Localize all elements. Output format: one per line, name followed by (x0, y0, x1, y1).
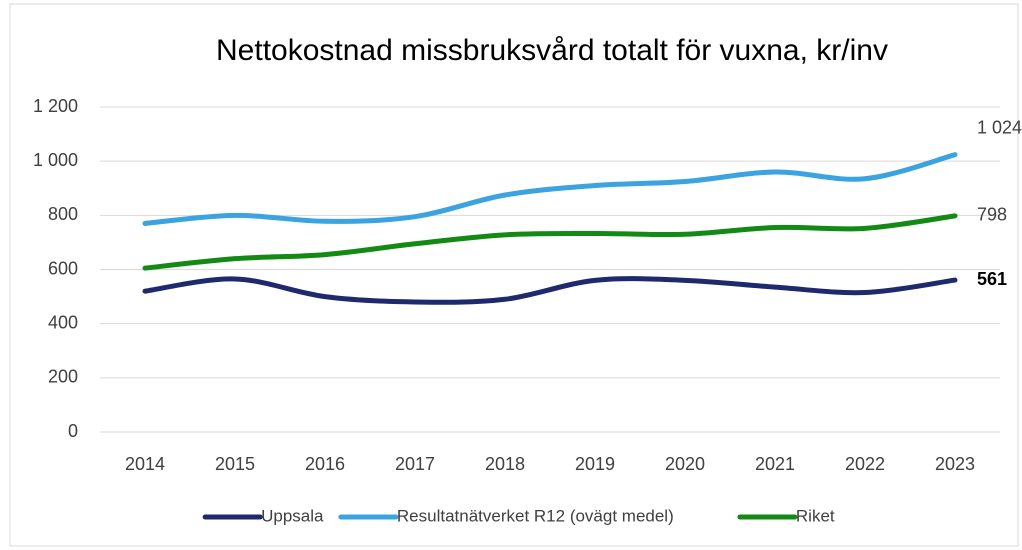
x-tick-label: 2019 (575, 454, 615, 474)
x-tick-label: 2016 (305, 454, 345, 474)
chart-title: Nettokostnad missbruksvård totalt för vu… (216, 34, 888, 67)
x-tick-label: 2014 (125, 454, 165, 474)
series-line (142, 152, 958, 226)
legend-label: Resultatnätverket R12 (ovägt medel) (397, 506, 674, 525)
x-tick-label: 2017 (395, 454, 435, 474)
chart-border (9, 3, 1019, 547)
y-tick-label: 1 200 (33, 96, 78, 116)
x-tick-label: 2022 (845, 454, 885, 474)
series-line (142, 213, 958, 271)
series-line (142, 276, 958, 305)
x-tick-label: 2018 (485, 454, 525, 474)
y-tick-label: 600 (48, 258, 78, 278)
x-tick-label: 2023 (935, 454, 975, 474)
data-label: 1 024 (977, 117, 1022, 137)
y-tick-label: 1 000 (33, 150, 78, 170)
x-tick-label: 2020 (665, 454, 705, 474)
y-tick-label: 200 (48, 367, 78, 387)
legend-label: Uppsala (261, 506, 324, 525)
y-tick-label: 800 (48, 204, 78, 224)
x-tick-label: 2021 (755, 454, 795, 474)
y-tick-label: 400 (48, 312, 78, 332)
legend-label: Riket (796, 506, 835, 525)
data-label: 561 (977, 269, 1007, 289)
y-tick-label: 0 (68, 421, 78, 441)
data-label: 798 (977, 205, 1007, 225)
x-tick-label: 2015 (215, 454, 255, 474)
